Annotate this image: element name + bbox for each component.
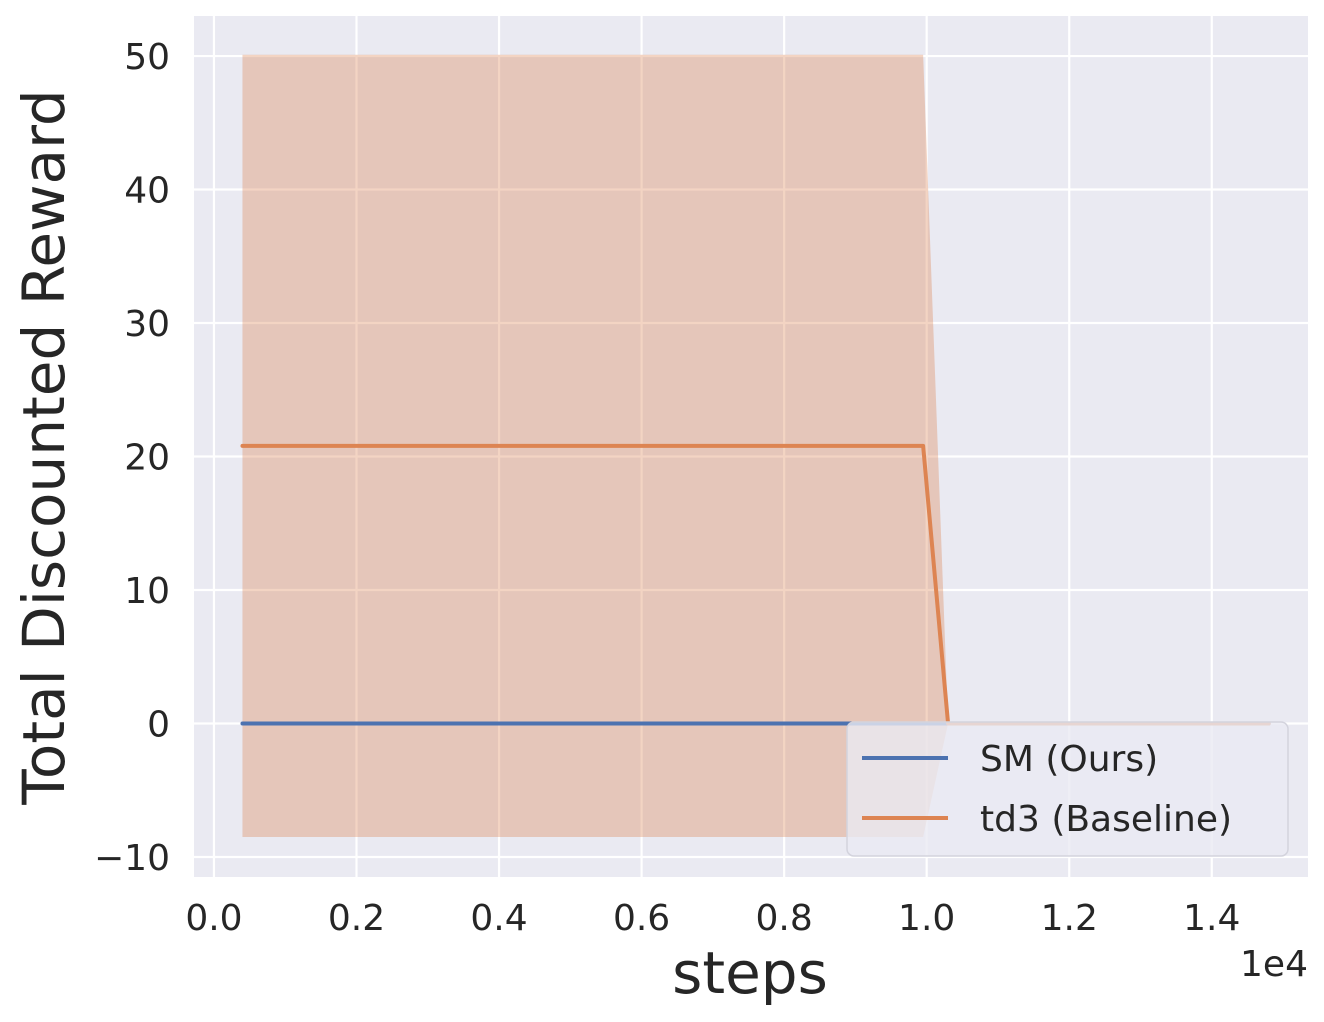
x-tick-label: 0.8 [756, 898, 813, 939]
x-tick-labels: 0.0 0.2 0.4 0.6 0.8 1.0 1.2 1.4 [185, 898, 1240, 939]
legend-label-td3: td3 (Baseline) [980, 799, 1232, 840]
y-tick-label: −10 [94, 838, 170, 879]
y-tick-label: 0 [147, 704, 170, 745]
x-tick-label: 0.4 [470, 898, 527, 939]
y-tick-labels: −10 0 10 20 30 40 50 [94, 37, 170, 879]
x-tick-label: 0.0 [185, 898, 242, 939]
x-tick-label: 0.6 [613, 898, 670, 939]
y-tick-label: 50 [124, 37, 170, 78]
x-tick-label: 0.2 [328, 898, 385, 939]
y-tick-label: 20 [124, 438, 170, 479]
x-offset-label: 1e4 [1240, 944, 1308, 985]
legend: SM (Ours) td3 (Baseline) [846, 721, 1289, 857]
x-tick-label: 1.2 [1041, 898, 1098, 939]
y-tick-label: 10 [124, 571, 170, 612]
x-tick-label: 1.0 [898, 898, 955, 939]
y-axis-label: Total Discounted Reward [10, 89, 78, 805]
y-tick-label: 30 [124, 304, 170, 345]
legend-box [846, 721, 1289, 857]
x-tick-label: 1.4 [1183, 898, 1240, 939]
legend-label-sm: SM (Ours) [980, 739, 1158, 780]
y-tick-label: 40 [124, 171, 170, 212]
x-axis-label: steps [672, 939, 828, 1007]
